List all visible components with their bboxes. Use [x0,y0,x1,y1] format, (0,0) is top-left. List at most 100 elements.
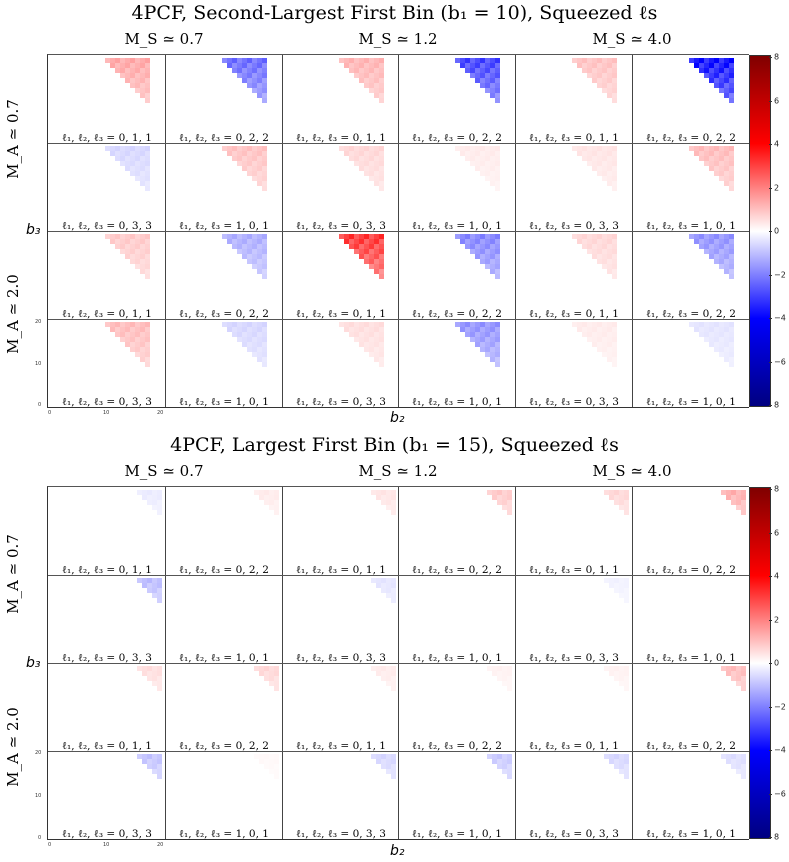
heatmap-cell [592,332,597,337]
panel-ell-label: ℓ₁, ℓ₂, ℓ₃ = 0, 1, 1 [62,308,152,320]
heatmap-panel: ℓ₁, ℓ₂, ℓ₃ = 0, 2, 2 [633,664,749,752]
heatmap-cell [607,269,612,274]
heatmap-cell [714,234,719,239]
heatmap-cell [577,239,582,244]
heatmap-cell [607,73,612,78]
heatmap-cell [470,63,475,68]
heatmap-cell [125,58,130,63]
heatmap-cell [374,352,379,357]
heatmap-cell [232,63,237,68]
heatmap-cell [381,676,386,681]
heatmap-cell [724,249,729,254]
heatmap-cell [480,244,485,249]
heatmap-cell [460,58,465,63]
heatmap-cell [264,583,269,588]
panel-ell-label: ℓ₁, ℓ₂, ℓ₃ = 1, 0, 1 [412,220,502,232]
heatmap-cell [242,73,247,78]
heatmap-cell [130,171,135,176]
heatmap-cell [719,352,724,357]
panel-ell-label: ℓ₁, ℓ₂, ℓ₃ = 1, 0, 1 [179,220,269,232]
heatmap-cell [736,666,741,671]
y-tick-0: 0 [38,402,42,408]
heatmap-cell [359,239,364,244]
heatmap-cell [145,83,150,88]
heatmap-cell [507,686,512,691]
heatmap-cell [147,666,152,671]
heatmap-cell [237,146,242,151]
heatmap-cell [262,83,267,88]
heatmap-cell [490,259,495,264]
heatmap-cell [135,161,140,166]
heatmap-cell [379,352,384,357]
heatmap-cell [379,249,384,254]
heatmap-cell [264,676,269,681]
heatmap-cell [232,234,237,239]
colorbar-tick-label: −6 [774,789,786,798]
heatmap-cell [242,63,247,68]
heatmap-cell [577,146,582,151]
heatmap-cell [741,774,746,779]
heatmap-cell [262,322,267,327]
heatmap-cell [497,754,502,759]
heatmap-cell [602,83,607,88]
heatmap-cell [262,98,267,103]
heatmap-cell [274,774,279,779]
heatmap-cell [729,337,734,342]
heatmap-cell [137,578,142,583]
heatmap-cell [612,239,617,244]
heatmap-cell [587,337,592,342]
heatmap-cell [242,254,247,259]
heatmap-cell [145,269,150,274]
heatmap-cell [157,490,162,495]
heatmap-cell [364,322,369,327]
heatmap-cell [376,495,381,500]
heatmap-cell [612,259,617,264]
heatmap-cell [699,244,704,249]
heatmap-cell [619,754,624,759]
heatmap-cell [379,78,384,83]
heatmap-cell [364,249,369,254]
heatmap-cell [252,337,257,342]
heatmap-cell [741,759,746,764]
panel-separator [48,575,749,576]
heatmap-panel: ℓ₁, ℓ₂, ℓ₃ = 0, 3, 3 [49,576,165,664]
heatmap-cell [612,234,617,239]
heatmap-cell [359,327,364,332]
heatmap-cell [709,161,714,166]
heatmap-cell [726,754,731,759]
colorbar-tick-label: 0 [774,226,780,236]
heatmap-cell [379,322,384,327]
heatmap-cell [364,259,369,264]
heatmap-cell [607,156,612,161]
panel-separator [48,231,749,232]
colorbar-tick-mark [769,231,772,232]
heatmap-cell [704,249,709,254]
heatmap-cell [502,495,507,500]
heatmap-cell [364,83,369,88]
colorbar-tick-mark [769,489,772,490]
heatmap-cell [237,68,242,73]
heatmap-cell [502,490,507,495]
heatmap-cell [247,171,252,176]
heatmap-cell [247,166,252,171]
heatmap-cell [741,510,746,515]
heatmap-cell [709,58,714,63]
heatmap-cell [386,588,391,593]
heatmap-cell [242,244,247,249]
heatmap-cell [736,593,741,598]
heatmap-cell [242,342,247,347]
heatmap-cell [607,322,612,327]
heatmap-cell [391,686,396,691]
colorbar-tick-mark [769,750,772,751]
heatmap-cell [130,58,135,63]
heatmap-cell [152,578,157,583]
heatmap-cell [719,88,724,93]
heatmap-cell [145,352,150,357]
heatmap-cell [391,769,396,774]
heatmap-cell [369,244,374,249]
heatmap-cell [222,146,227,151]
heatmap-cell [577,234,582,239]
heatmap-cell [470,151,475,156]
heatmap-cell [152,764,157,769]
colorbar-tick-mark [769,274,772,276]
